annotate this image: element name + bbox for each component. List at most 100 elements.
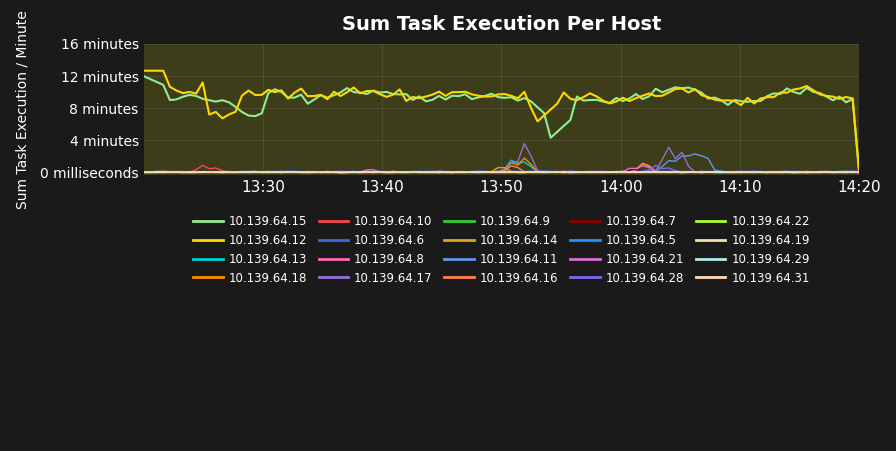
10.139.64.19 xyxy=(696,170,707,175)
10.139.64.21 xyxy=(854,170,865,175)
10.139.64.16 xyxy=(848,169,858,175)
Line: 10.139.64.5: 10.139.64.5 xyxy=(143,171,859,172)
10.139.64.7 xyxy=(355,170,366,175)
10.139.64.16 xyxy=(657,169,668,175)
Line: 10.139.64.11: 10.139.64.11 xyxy=(143,154,859,173)
10.139.64.15 xyxy=(854,170,865,175)
10.139.64.12 xyxy=(808,87,819,93)
Line: 10.139.64.10: 10.139.64.10 xyxy=(143,166,859,173)
10.139.64.22 xyxy=(821,169,831,175)
10.139.64.12 xyxy=(834,96,845,101)
10.139.64.12 xyxy=(487,94,497,99)
10.139.64.10 xyxy=(848,170,858,175)
10.139.64.16 xyxy=(138,170,149,175)
10.139.64.28 xyxy=(473,170,484,175)
10.139.64.28 xyxy=(243,170,254,175)
10.139.64.31 xyxy=(848,170,858,175)
10.139.64.5 xyxy=(538,169,549,174)
10.139.64.18 xyxy=(493,169,504,175)
10.139.64.16 xyxy=(854,170,865,175)
Line: 10.139.64.9: 10.139.64.9 xyxy=(143,172,859,173)
10.139.64.28 xyxy=(650,163,661,168)
10.139.64.29 xyxy=(467,170,478,175)
10.139.64.14 xyxy=(821,170,831,175)
10.139.64.17 xyxy=(493,170,504,175)
Line: 10.139.64.29: 10.139.64.29 xyxy=(143,172,859,173)
10.139.64.19 xyxy=(690,169,701,175)
10.139.64.12 xyxy=(467,92,478,97)
10.139.64.6 xyxy=(138,169,149,175)
10.139.64.14 xyxy=(493,165,504,170)
10.139.64.10 xyxy=(243,170,254,175)
10.139.64.7 xyxy=(243,170,254,175)
10.139.64.17 xyxy=(821,169,831,175)
10.139.64.22 xyxy=(487,170,497,175)
10.139.64.7 xyxy=(848,170,858,175)
10.139.64.8 xyxy=(848,169,858,175)
10.139.64.22 xyxy=(854,170,865,175)
Title: Sum Task Execution Per Host: Sum Task Execution Per Host xyxy=(341,15,661,34)
10.139.64.15 xyxy=(487,91,497,97)
10.139.64.22 xyxy=(467,170,478,175)
Line: 10.139.64.13: 10.139.64.13 xyxy=(143,160,859,173)
10.139.64.10 xyxy=(821,170,831,175)
10.139.64.7 xyxy=(821,170,831,175)
10.139.64.8 xyxy=(355,169,366,175)
10.139.64.6 xyxy=(355,170,366,175)
10.139.64.5 xyxy=(821,169,831,175)
10.139.64.12 xyxy=(854,170,865,175)
10.139.64.11 xyxy=(821,169,831,174)
Y-axis label: Sum Task Execution / Minute: Sum Task Execution / Minute xyxy=(15,10,29,209)
10.139.64.11 xyxy=(854,170,865,175)
10.139.64.15 xyxy=(643,94,654,99)
10.139.64.10 xyxy=(479,170,490,175)
10.139.64.9 xyxy=(493,170,504,175)
Line: 10.139.64.28: 10.139.64.28 xyxy=(143,166,859,173)
10.139.64.21 xyxy=(821,169,831,175)
Legend: 10.139.64.15, 10.139.64.12, 10.139.64.13, 10.139.64.18, 10.139.64.10, 10.139.64.: 10.139.64.15, 10.139.64.12, 10.139.64.13… xyxy=(188,210,814,289)
10.139.64.17 xyxy=(657,157,668,162)
10.139.64.28 xyxy=(138,170,149,175)
10.139.64.10 xyxy=(499,170,510,175)
10.139.64.6 xyxy=(848,169,858,174)
10.139.64.18 xyxy=(854,170,865,175)
10.139.64.21 xyxy=(637,163,648,169)
10.139.64.5 xyxy=(355,169,366,174)
10.139.64.12 xyxy=(138,68,149,74)
10.139.64.7 xyxy=(138,169,149,175)
10.139.64.13 xyxy=(854,169,865,175)
Line: 10.139.64.21: 10.139.64.21 xyxy=(143,166,859,173)
10.139.64.31 xyxy=(270,169,280,175)
10.139.64.17 xyxy=(355,170,366,175)
10.139.64.6 xyxy=(821,169,831,174)
10.139.64.5 xyxy=(335,170,346,175)
10.139.64.8 xyxy=(368,167,379,173)
10.139.64.29 xyxy=(473,169,484,175)
10.139.64.9 xyxy=(821,170,831,175)
10.139.64.14 xyxy=(650,169,661,175)
10.139.64.19 xyxy=(643,170,654,175)
10.139.64.29 xyxy=(821,170,831,175)
10.139.64.16 xyxy=(473,169,484,175)
10.139.64.14 xyxy=(349,170,359,175)
10.139.64.18 xyxy=(138,170,149,175)
10.139.64.10 xyxy=(361,170,372,175)
10.139.64.8 xyxy=(854,170,865,175)
10.139.64.28 xyxy=(821,169,831,175)
10.139.64.10 xyxy=(657,170,668,175)
10.139.64.31 xyxy=(499,170,510,175)
Line: 10.139.64.22: 10.139.64.22 xyxy=(143,172,859,173)
10.139.64.8 xyxy=(479,170,490,175)
10.139.64.11 xyxy=(493,169,504,174)
10.139.64.18 xyxy=(848,170,858,175)
10.139.64.14 xyxy=(808,170,819,175)
10.139.64.31 xyxy=(479,170,490,175)
10.139.64.18 xyxy=(145,170,156,175)
10.139.64.28 xyxy=(493,169,504,175)
10.139.64.21 xyxy=(848,170,858,175)
10.139.64.6 xyxy=(473,168,484,174)
10.139.64.15 xyxy=(138,74,149,79)
10.139.64.22 xyxy=(848,170,858,175)
10.139.64.19 xyxy=(487,169,497,175)
10.139.64.14 xyxy=(854,169,865,175)
